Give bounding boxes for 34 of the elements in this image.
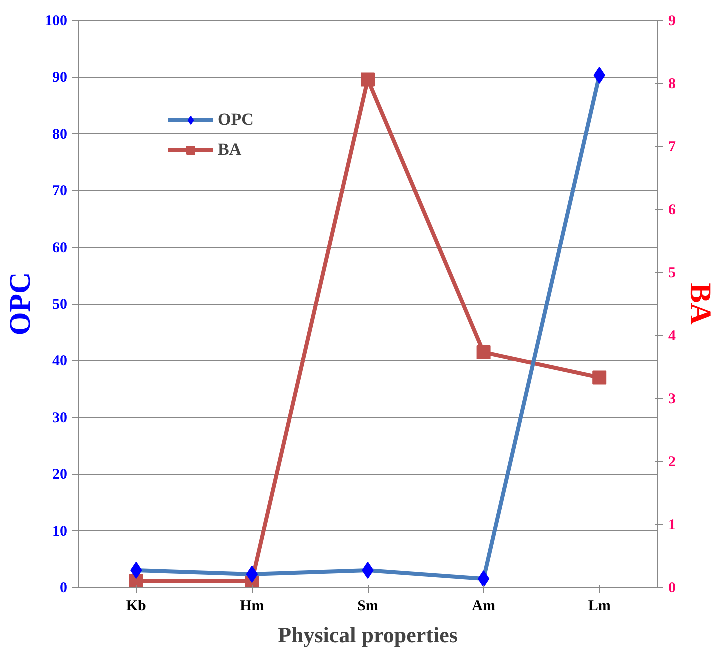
- legend-label: OPC: [218, 110, 254, 130]
- y2-tick-label: 5: [668, 266, 676, 282]
- x-tick-label: Am: [472, 598, 496, 614]
- point: [476, 346, 491, 360]
- y2-tick-label: 9: [668, 14, 676, 30]
- y-tick-label: 20: [52, 467, 68, 484]
- y-tick-label: 40: [52, 354, 68, 370]
- y-tick-label: 70: [52, 184, 68, 200]
- x-tick-label: Kb: [126, 598, 146, 614]
- y-tick-label: 100: [45, 14, 68, 30]
- y2-tick-label: 6: [668, 202, 676, 218]
- y-tick-label: 30: [52, 410, 68, 426]
- y-tick-label: 60: [52, 240, 68, 256]
- point: [592, 370, 607, 385]
- y2-tick-label: 3: [668, 392, 676, 408]
- y-tick-label: 50: [52, 297, 68, 313]
- x-tick-label: Hm: [240, 598, 265, 614]
- y-tick-label: 10: [52, 524, 68, 540]
- y2-tick-label: 8: [668, 76, 676, 92]
- x-tick-label: Lm: [588, 598, 612, 614]
- y-tick-label: 90: [52, 70, 68, 86]
- y2-tick-label: 1: [668, 518, 676, 534]
- y2-tick-label: 2: [668, 454, 676, 470]
- x-axis-title: Physical properties: [278, 622, 458, 648]
- y-tick-label: 0: [60, 580, 68, 596]
- legend-label: BA: [218, 140, 242, 160]
- y-tick-label: 80: [52, 126, 68, 143]
- y2-tick-label: 0: [668, 580, 676, 596]
- y2-axis-title: BA: [684, 283, 717, 326]
- y-axis-title: OPC: [4, 272, 37, 336]
- y2-tick-label: 7: [668, 140, 676, 156]
- y2-tick-label: 4: [668, 328, 676, 344]
- x-tick-label: Sm: [358, 598, 379, 614]
- point: [361, 72, 375, 87]
